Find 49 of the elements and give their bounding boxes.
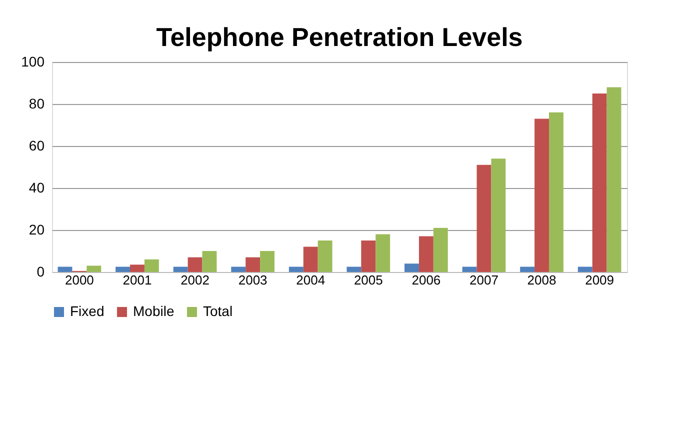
x-tick-label: 2002 (180, 272, 210, 288)
bar (404, 264, 419, 272)
bar (318, 240, 332, 272)
bar (130, 264, 144, 272)
bar (58, 266, 72, 272)
bar (606, 87, 622, 272)
bar (491, 158, 506, 272)
x-tick-label: 2006 (412, 272, 441, 288)
y-tick-label: 40 (28, 180, 45, 196)
bar (116, 266, 130, 272)
bar (548, 112, 564, 272)
x-tick-label: 2003 (238, 272, 268, 288)
bar (418, 236, 434, 272)
bar (231, 266, 246, 272)
bar (376, 234, 390, 272)
legend-label: Mobile (133, 303, 174, 319)
bar (303, 246, 318, 272)
chart-title: Telephone Penetration Levels (156, 22, 523, 52)
y-tick-label: 100 (21, 54, 45, 70)
bar (520, 266, 535, 272)
bar (361, 240, 376, 272)
bar (246, 257, 260, 272)
x-tick-label: 2007 (470, 272, 498, 288)
bar (462, 266, 477, 272)
y-tick-label: 60 (28, 138, 45, 154)
x-tick-label: 2009 (585, 272, 614, 288)
y-tick-label: 80 (28, 96, 45, 112)
bar (144, 259, 159, 272)
y-tick-label: 20 (28, 222, 45, 238)
x-tick-label: 2001 (122, 272, 152, 288)
x-tick-label: 2000 (64, 272, 94, 288)
x-tick-label: 2008 (527, 272, 556, 288)
bar (202, 251, 217, 272)
x-tick-label: 2005 (354, 272, 383, 288)
bar (578, 266, 592, 272)
bar (188, 257, 202, 272)
y-tick-label: 0 (36, 264, 45, 280)
bar (346, 266, 362, 272)
legend-label: Fixed (70, 303, 104, 319)
bar (476, 164, 492, 272)
bar (86, 266, 102, 272)
x-tick-label: 2004 (296, 272, 326, 288)
bar (534, 118, 549, 272)
legend-label: Total (203, 303, 233, 319)
bar (173, 266, 188, 272)
bar (592, 94, 607, 272)
bar (288, 266, 304, 272)
bar (433, 228, 448, 272)
bar (260, 251, 274, 272)
